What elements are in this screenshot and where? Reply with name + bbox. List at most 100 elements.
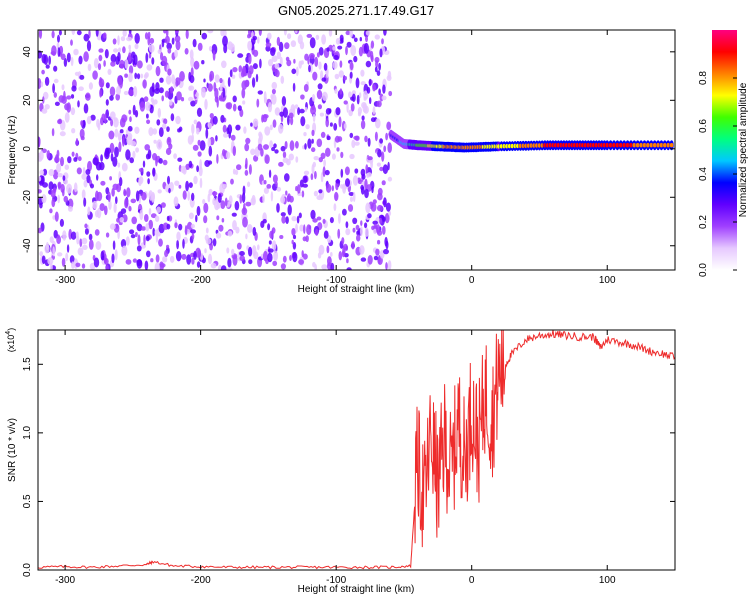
spectrogram-cell bbox=[212, 115, 218, 125]
spectrogram-cell bbox=[146, 64, 153, 71]
signal-track-point bbox=[635, 143, 640, 148]
spectrogram-cell bbox=[313, 190, 318, 197]
spectrogram-y-ticks: -40 -20 0 20 40 bbox=[22, 46, 675, 253]
spectrogram-cell bbox=[51, 30, 55, 39]
spectrogram-cell bbox=[135, 147, 140, 153]
spectrogram-cell bbox=[79, 238, 83, 247]
spectrogram-cell bbox=[329, 217, 334, 224]
x-tick-label: -100 bbox=[326, 275, 346, 286]
spectrogram-cell bbox=[159, 263, 166, 268]
spectrogram-cell bbox=[139, 209, 144, 221]
spectrogram-cell bbox=[163, 30, 167, 34]
spectrogram-cell bbox=[383, 145, 387, 153]
spectrogram-cell bbox=[38, 30, 43, 39]
spectrogram-cell bbox=[148, 208, 152, 215]
spectrogram-cell bbox=[73, 157, 78, 162]
spectrogram-cell bbox=[367, 137, 371, 147]
spectrogram-cell bbox=[247, 224, 253, 233]
spectrogram-cell bbox=[95, 241, 102, 250]
spectrogram-cell bbox=[50, 51, 56, 56]
spectrogram-cell bbox=[293, 58, 296, 64]
spectrogram-cell bbox=[51, 128, 55, 137]
spectrogram-x-axis-label: Height of straight line (km) bbox=[298, 284, 415, 295]
spectrogram-cell bbox=[170, 113, 175, 122]
spectrogram-cell bbox=[60, 156, 64, 167]
spectrogram-cell bbox=[335, 38, 341, 45]
spectrogram-cell bbox=[98, 78, 105, 88]
spectrogram-cell bbox=[145, 223, 150, 232]
spectrogram-cell bbox=[367, 213, 372, 219]
spectrogram-cell bbox=[222, 149, 226, 157]
spectrogram-cell bbox=[282, 151, 287, 159]
spectrogram-cell bbox=[383, 248, 389, 255]
spectrogram-cell bbox=[174, 49, 178, 58]
spectrogram-cell bbox=[377, 149, 382, 158]
spectrogram-cell bbox=[248, 53, 252, 65]
spectrogram-cell bbox=[243, 126, 247, 134]
spectrogram-cell bbox=[370, 40, 375, 49]
spectrogram-cell bbox=[360, 184, 364, 191]
spectrogram-cell bbox=[114, 146, 119, 158]
spectrogram-cell bbox=[315, 34, 320, 41]
spectrogram-cell bbox=[299, 224, 304, 232]
spectrogram-cell bbox=[125, 259, 132, 265]
spectrogram-cell bbox=[76, 30, 82, 36]
spectrogram-cell bbox=[340, 37, 344, 43]
spectrogram-cell bbox=[188, 160, 193, 168]
spectrogram-cell bbox=[51, 198, 56, 208]
spectrogram-cell bbox=[99, 203, 105, 212]
spectrogram-cell bbox=[190, 67, 194, 78]
spectrogram-cell bbox=[173, 196, 179, 207]
spectrogram-cell bbox=[44, 76, 50, 86]
spectrogram-cell bbox=[250, 122, 253, 127]
spectrogram-cell bbox=[160, 202, 166, 208]
spectrogram-cell bbox=[370, 202, 377, 212]
spectrogram-cell bbox=[193, 60, 200, 70]
spectrogram-cell bbox=[125, 149, 131, 161]
spectrogram-cell bbox=[363, 42, 369, 54]
spectrogram-cell bbox=[143, 73, 148, 79]
spectrogram-cell bbox=[204, 98, 208, 110]
signal-track bbox=[388, 129, 674, 153]
spectrogram-cell bbox=[308, 53, 315, 60]
spectrogram-cell bbox=[309, 37, 316, 49]
spectrogram-cell bbox=[205, 237, 212, 245]
spectrogram-cell bbox=[317, 83, 323, 90]
spectrogram-cell bbox=[118, 47, 122, 53]
spectrogram-cell bbox=[201, 87, 206, 98]
spectrogram-cell bbox=[73, 48, 79, 56]
spectrogram-cell bbox=[323, 62, 328, 71]
snr-background bbox=[38, 330, 675, 570]
spectrogram-cell bbox=[245, 157, 248, 169]
spectrogram-cell bbox=[258, 30, 262, 36]
x-tick-label: -200 bbox=[191, 275, 211, 286]
spectrogram-cell bbox=[341, 250, 345, 258]
spectrogram-cell bbox=[151, 57, 155, 65]
spectrogram-cell bbox=[334, 191, 339, 202]
spectrogram-cell bbox=[92, 157, 99, 166]
spectrogram-cell bbox=[190, 223, 195, 229]
spectrogram-cell bbox=[312, 71, 318, 81]
spectrogram-cell bbox=[53, 65, 58, 72]
spectrogram-cell bbox=[315, 228, 319, 236]
spectrogram-cell bbox=[110, 118, 114, 127]
spectrogram-cell bbox=[128, 109, 132, 115]
spectrogram-cell bbox=[82, 244, 88, 250]
spectrogram-cell bbox=[352, 175, 359, 186]
snr-y-multiplier-exponent: 4 bbox=[5, 331, 12, 335]
spectrogram-cell bbox=[148, 44, 155, 53]
spectrogram-cell bbox=[38, 176, 42, 182]
spectrogram-cell bbox=[267, 223, 271, 231]
snr-x-axis-label: Height of straight line (km) bbox=[298, 584, 415, 595]
spectrogram-cell bbox=[365, 35, 368, 43]
spectrogram-cell bbox=[340, 168, 344, 178]
spectrogram-cell bbox=[97, 122, 101, 131]
spectrogram-cell bbox=[125, 236, 130, 246]
spectrogram-cell bbox=[211, 44, 218, 55]
spectrogram-cell bbox=[110, 53, 117, 63]
spectrogram-cell bbox=[147, 36, 151, 46]
spectrogram-cell bbox=[301, 190, 305, 198]
spectrogram-cell bbox=[360, 81, 366, 86]
spectrogram-cell bbox=[382, 164, 389, 175]
spectrogram-cell bbox=[274, 149, 279, 154]
